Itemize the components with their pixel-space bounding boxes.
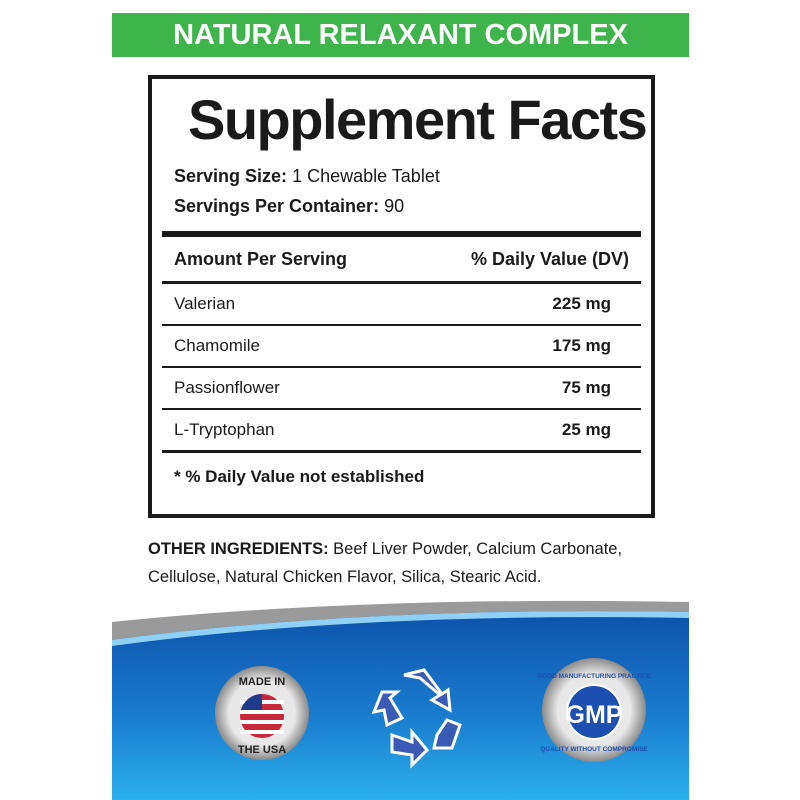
servings-value: 90: [384, 196, 405, 216]
divider: [162, 324, 641, 326]
table-row: Chamomile 175 mg: [162, 326, 641, 366]
gmp-bottom-text: QUALITY WITHOUT COMPROMISE: [540, 746, 648, 753]
facts-title: Supplement Facts: [188, 88, 648, 151]
gmp-top-text: GOOD MANUFACTURING PRACTICE: [537, 673, 652, 680]
other-ingredients: OTHER INGREDIENTS: Beef Liver Powder, Ca…: [148, 535, 688, 591]
ingredient-name: Valerian: [174, 294, 236, 313]
ingredient-amount: 75 mg: [561, 378, 611, 397]
divider: [162, 450, 641, 453]
product-banner: NATURAL RELAXANT COMPLEX: [112, 13, 689, 57]
header-amount: Amount Per Serving: [174, 248, 348, 269]
footnote: * % Daily Value not established: [162, 453, 641, 501]
supplement-facts-panel: Supplement Facts Serving Size: 1 Chewabl…: [148, 75, 655, 518]
serving-size-value: 1 Chewable Tablet: [292, 166, 440, 186]
divider: [162, 231, 641, 237]
other-ingredients-label: OTHER INGREDIENTS:: [148, 540, 329, 558]
badge-section: MADE IN THE USA GMP GOOD MANUFACTURING P…: [112, 600, 689, 800]
header-dv: % Daily Value (DV): [470, 248, 629, 269]
gmp-text: GMP: [566, 701, 623, 729]
footnote-text: * % Daily Value not established: [174, 467, 425, 486]
gmp-seal: GMP GOOD MANUFACTURING PRACTICE QUALITY …: [537, 658, 652, 762]
seal-bottom-text: THE USA: [238, 744, 286, 756]
serving-size-label: Serving Size:: [174, 166, 288, 186]
seal-top-text: MADE IN: [239, 676, 286, 688]
servings-label: Servings Per Container:: [174, 196, 380, 216]
table-row: Passionflower 75 mg: [162, 368, 641, 408]
divider: [162, 408, 641, 410]
servings-per-container: Servings Per Container: 90: [162, 191, 641, 221]
ingredient-amount: 25 mg: [561, 420, 611, 439]
made-in-usa-seal: MADE IN THE USA: [215, 666, 309, 760]
ingredient-name: Chamomile: [174, 336, 260, 355]
ingredient-name: Passionflower: [174, 378, 280, 397]
table-header: Amount Per Serving % Daily Value (DV): [162, 237, 641, 281]
table-row: Valerian 225 mg: [162, 284, 641, 324]
table-row: L-Tryptophan 25 mg: [162, 410, 641, 450]
divider: [162, 281, 641, 284]
ingredient-name: L-Tryptophan: [174, 420, 275, 439]
ingredient-amount: 225 mg: [552, 294, 611, 313]
divider: [162, 366, 641, 368]
ingredient-amount: 175 mg: [552, 336, 611, 355]
serving-size: Serving Size: 1 Chewable Tablet: [162, 161, 641, 191]
recycle-icon: [371, 668, 462, 769]
other-ingredients-text: Beef Liver Powder, Calcium Carbonate, Ce…: [148, 540, 623, 586]
blue-background: MADE IN THE USA GMP GOOD MANUFACTURING P…: [112, 600, 689, 800]
